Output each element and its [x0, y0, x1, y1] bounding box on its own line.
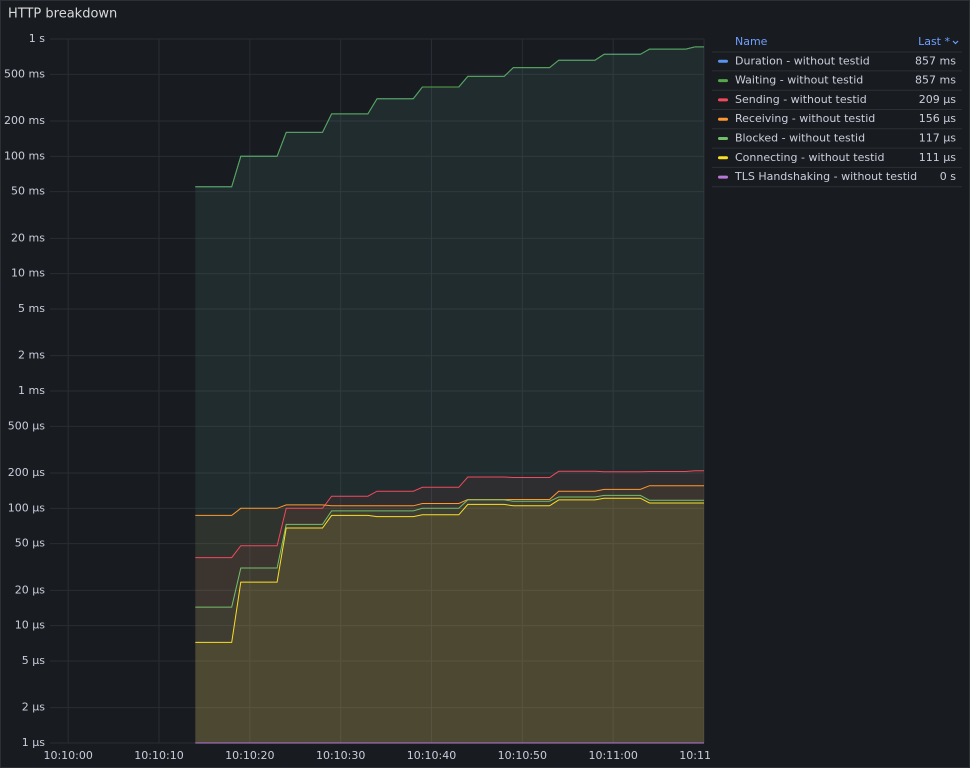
- panel-title: HTTP breakdown: [8, 7, 117, 22]
- legend-swatch: [718, 156, 728, 160]
- legend-last: 857 ms: [915, 54, 956, 67]
- series-line: [195, 485, 704, 516]
- y-tick-label: 20 ms: [11, 231, 45, 244]
- y-tick-label: 500 ms: [4, 67, 45, 80]
- legend-last: 209 µs: [919, 93, 956, 106]
- legend-swatch: [718, 175, 728, 179]
- legend-last: 857 ms: [915, 74, 956, 87]
- series-area: [195, 498, 705, 743]
- legend-header-name: Name: [735, 35, 768, 48]
- legend-swatch: [718, 59, 728, 63]
- y-tick-label: 2 µs: [22, 701, 45, 714]
- lines: [195, 46, 704, 744]
- y-tick-label: 5 ms: [18, 302, 45, 315]
- y-tick-label: 50 µs: [15, 537, 45, 550]
- legend-last: 111 µs: [919, 151, 956, 164]
- x-tick-label: 10:10:40: [407, 749, 456, 762]
- axes: 1 s 500 ms 200 ms 100 ms 50 ms 20 ms 10 ms 5 ms…: [4, 32, 45, 749]
- y-tick-label: 10 ms: [11, 267, 45, 280]
- y-tick-label: 20 µs: [15, 583, 45, 596]
- series-line: [195, 470, 704, 559]
- y-tick-label: 50 ms: [11, 185, 45, 198]
- series-area: [195, 46, 705, 743]
- y-tick-label: 10 µs: [15, 619, 45, 632]
- y-tick-label: 1 µs: [22, 736, 45, 749]
- legend-name: Duration - without testid: [735, 54, 870, 67]
- series-line: [195, 46, 704, 188]
- legend-name: Receiving - without testid: [735, 112, 875, 125]
- legend-name: Waiting - without testid: [735, 74, 863, 87]
- x-tick-label: 10:11:10: [679, 749, 728, 762]
- x-axis-labels: 10:10:00 10:10:10 10:10:20 10:10:30 10:10:40…: [43, 749, 728, 762]
- y-tick-label: 1 ms: [18, 384, 45, 397]
- x-tick-label: 10:11:00: [588, 749, 637, 762]
- legend: Name Last * Duration - without testid 857 m…: [712, 35, 962, 188]
- legend-swatch: [718, 117, 728, 121]
- y-tick-label: 200 ms: [4, 114, 45, 127]
- y-tick-label: 1 s: [29, 32, 45, 45]
- x-tick-label: 10:10:10: [134, 749, 183, 762]
- series-area: [195, 495, 705, 743]
- series-line: [195, 494, 704, 608]
- legend-name: TLS Handshaking - without testid: [734, 170, 917, 183]
- series-area: [195, 470, 705, 743]
- series-line: [195, 497, 704, 643]
- legend-name: Sending - without testid: [735, 93, 867, 106]
- legend-name: Blocked - without testid: [735, 132, 865, 145]
- series-area: [195, 485, 705, 743]
- y-tick-label: 500 µs: [8, 419, 45, 432]
- x-tick-label: 10:10:50: [498, 749, 547, 762]
- legend-last: 117 µs: [919, 132, 956, 145]
- x-tick-label: 10:10:30: [316, 749, 365, 762]
- y-tick-label: 2 ms: [18, 349, 45, 362]
- legend-swatch: [718, 137, 728, 140]
- x-tick-label: 10:10:00: [43, 749, 92, 762]
- series-area: [195, 46, 705, 743]
- legend-header-last: Last *: [918, 35, 950, 48]
- legend-swatch: [718, 98, 728, 102]
- areas: [195, 46, 705, 743]
- legend-swatch: [718, 79, 728, 83]
- y-tick-label: 200 µs: [8, 466, 45, 479]
- legend-last: 156 µs: [919, 112, 956, 125]
- sort-icon: [952, 40, 959, 45]
- y-tick-label: 100 ms: [4, 149, 45, 162]
- legend-last: 0 s: [940, 170, 956, 183]
- y-tick-label: 5 µs: [22, 654, 45, 667]
- x-tick-label: 10:10:20: [225, 749, 274, 762]
- legend-name: Connecting - without testid: [735, 151, 884, 164]
- y-tick-label: 100 µs: [8, 501, 45, 514]
